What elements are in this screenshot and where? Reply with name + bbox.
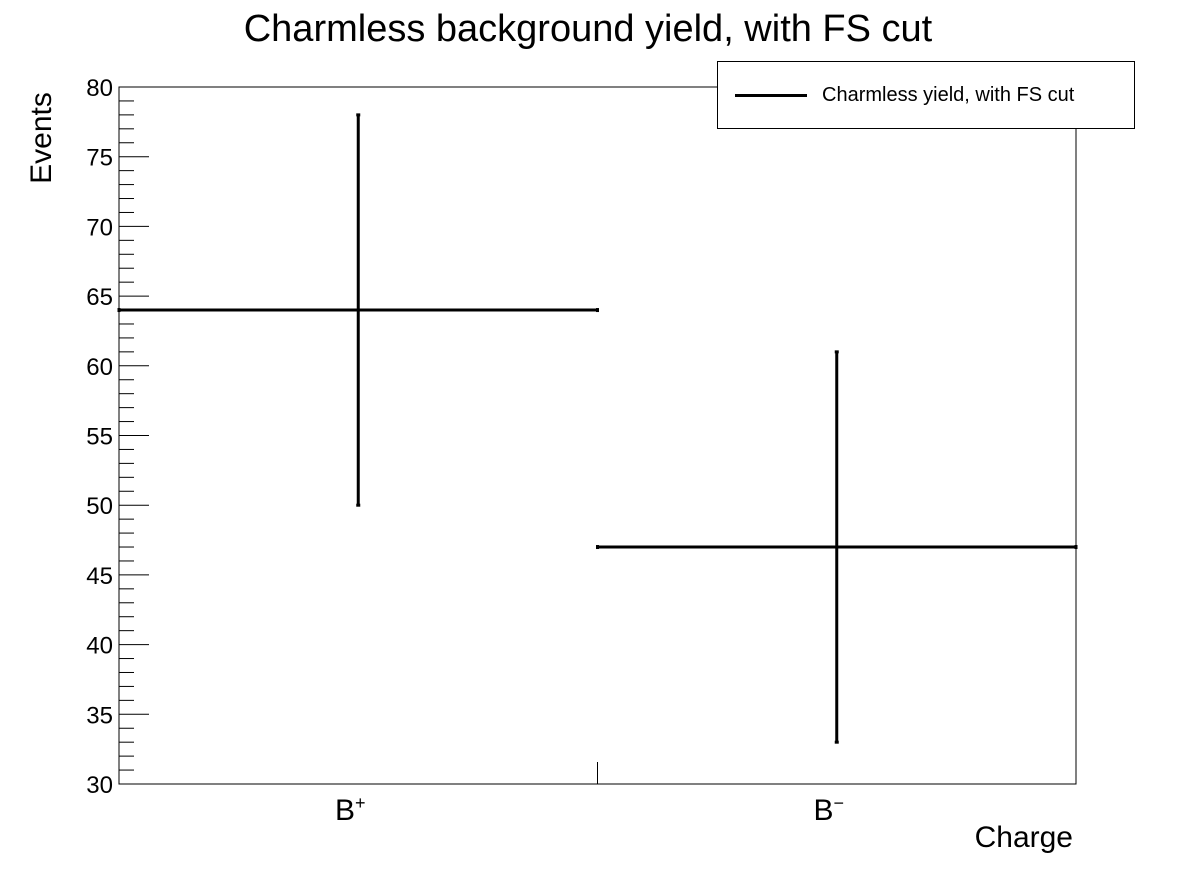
chart-title: Charmless background yield, with FS cut xyxy=(243,8,933,50)
y-tick-label: 65 xyxy=(86,284,113,311)
y-tick-label: 50 xyxy=(86,493,113,520)
y-tick-label: 55 xyxy=(86,424,113,451)
legend-label: Charmless yield, with FS cut xyxy=(822,84,1075,106)
y-tick-label: 40 xyxy=(86,633,113,660)
y-tick-label: 30 xyxy=(86,772,113,799)
x-tick-label: B− xyxy=(813,793,844,827)
y-tick-label: 60 xyxy=(86,354,113,381)
plot-frame xyxy=(118,86,1077,785)
y-tick-label: 45 xyxy=(86,563,113,590)
y-tick-label: 80 xyxy=(86,75,113,102)
y-tick-label: 35 xyxy=(86,702,113,729)
legend-line-swatch xyxy=(735,94,807,97)
legend: Charmless yield, with FS cut xyxy=(717,61,1135,129)
y-axis-label: Events xyxy=(25,92,58,184)
x-axis-label: Charge xyxy=(974,821,1073,854)
y-tick-label: 75 xyxy=(86,145,113,172)
y-tick-label: 70 xyxy=(86,214,113,241)
x-tick-label: B+ xyxy=(335,793,366,827)
